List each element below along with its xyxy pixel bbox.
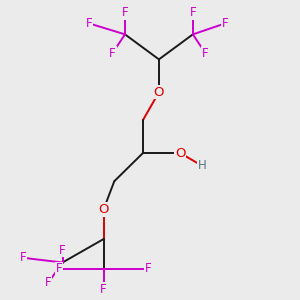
Text: F: F <box>190 6 196 19</box>
Text: O: O <box>154 86 164 99</box>
Text: F: F <box>20 251 26 264</box>
Text: F: F <box>222 17 228 30</box>
Text: F: F <box>100 283 107 296</box>
Text: F: F <box>122 6 128 19</box>
Text: F: F <box>59 244 66 256</box>
Text: O: O <box>175 147 186 160</box>
Text: O: O <box>98 203 109 216</box>
Text: F: F <box>86 17 93 30</box>
Text: F: F <box>202 46 209 60</box>
Text: F: F <box>45 276 52 289</box>
Text: F: F <box>109 46 116 60</box>
Text: F: F <box>56 262 62 275</box>
Text: H: H <box>197 159 206 172</box>
Text: F: F <box>145 262 152 275</box>
